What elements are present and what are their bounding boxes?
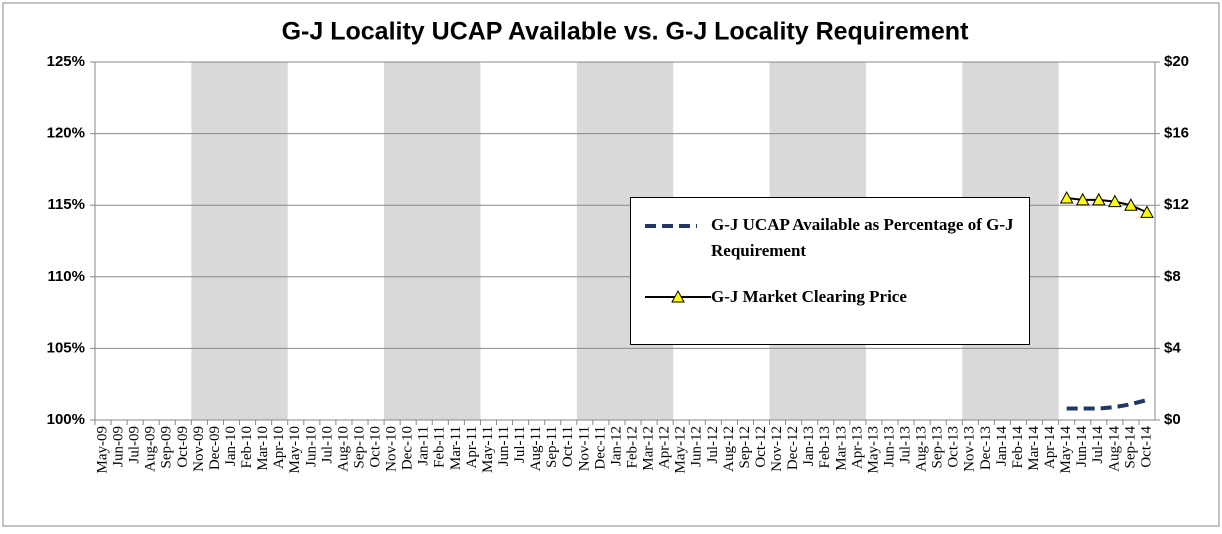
- x-tick-label: Jul-12: [705, 426, 721, 464]
- legend-label: G-J UCAP Available as Percentage of G-J …: [711, 215, 1014, 260]
- x-tick-label: Feb-11: [432, 426, 448, 468]
- x-tick-label: Nov-10: [384, 426, 400, 472]
- x-tick-label: Dec-10: [400, 426, 416, 470]
- x-tick-label: Jun-09: [111, 426, 127, 467]
- x-tick-label: Oct-09: [175, 426, 191, 468]
- x-tick-label: Jul-14: [1090, 426, 1106, 464]
- x-tick-label: Jul-13: [897, 426, 913, 464]
- x-tick-label: Nov-11: [576, 426, 592, 471]
- x-tick-label: Mar-14: [1026, 426, 1042, 471]
- x-tick-label: Mar-10: [255, 426, 271, 471]
- x-tick-label: May-10: [287, 426, 303, 474]
- y-tick-label: 110%: [47, 268, 85, 285]
- x-tick-label: May-14: [1058, 426, 1074, 474]
- x-tick-label: May-11: [480, 426, 496, 473]
- legend: G-J UCAP Available as Percentage of G-J …: [630, 197, 1030, 345]
- x-tick-label: Sep-12: [737, 426, 753, 469]
- y-tick-label: 100%: [47, 411, 85, 428]
- legend-key-marker: [671, 289, 685, 303]
- x-tick-label: Oct-12: [753, 426, 769, 468]
- x-tick-label: Sep-10: [351, 426, 367, 469]
- point-marker: [1091, 192, 1106, 206]
- x-tick-label: Jul-11: [512, 426, 528, 463]
- x-tick-label: May-12: [673, 426, 689, 474]
- x-tick-label: Dec-12: [785, 426, 801, 470]
- x-tick-label: Jun-13: [881, 426, 897, 467]
- x-tick-label: Sep-09: [159, 426, 175, 469]
- x-tick-label: Feb-12: [624, 426, 640, 469]
- x-tick-label: Feb-13: [817, 426, 833, 469]
- x-tick-label: Jan-13: [801, 426, 817, 466]
- x-tick-label: Nov-13: [962, 426, 978, 472]
- x-tick-label: Oct-11: [560, 426, 576, 467]
- series-line: [1066, 398, 1148, 411]
- x-tick-label: Apr-10: [271, 426, 287, 469]
- x-tick-label: Apr-13: [849, 426, 865, 469]
- point-marker: [1140, 205, 1154, 218]
- x-tick-label: Sep-11: [544, 426, 560, 468]
- y2-tick-label: $4: [1164, 339, 1181, 356]
- x-tick-label: Jun-12: [689, 426, 705, 467]
- x-tick-label: Aug-10: [335, 426, 351, 472]
- x-tick-label: Jul-10: [319, 426, 335, 464]
- x-tick-label: Jun-14: [1074, 426, 1090, 467]
- x-tick-label: Aug-12: [721, 426, 737, 472]
- x-tick-label: Apr-12: [657, 426, 673, 469]
- x-tick-label: Aug-13: [914, 426, 930, 472]
- x-tick-label: May-13: [865, 426, 881, 474]
- x-tick-label: Jul-09: [127, 426, 143, 464]
- x-tick-label: Jan-10: [223, 426, 239, 466]
- point-marker: [1075, 192, 1090, 206]
- x-tick-label: Jan-11: [416, 426, 432, 465]
- x-tick-label: Sep-13: [930, 426, 946, 469]
- y-tick-label: 105%: [47, 339, 85, 356]
- x-tick-label: Jun-10: [303, 426, 319, 467]
- legend-keys: [645, 224, 711, 303]
- x-tick-label: Mar-11: [448, 426, 464, 470]
- y2-tick-label: $20: [1164, 53, 1189, 70]
- x-tick-label: Aug-09: [143, 426, 159, 472]
- x-tick-label: Mar-12: [641, 426, 657, 471]
- x-tick-label: Apr-14: [1042, 426, 1058, 470]
- x-tick-label: Jun-11: [496, 426, 512, 466]
- x-tick-label: Dec-13: [978, 426, 994, 470]
- x-tick-label: Aug-14: [1106, 426, 1122, 472]
- y-tick-label: 120%: [47, 125, 85, 142]
- x-tick-label: Feb-10: [239, 426, 255, 469]
- y-tick-label: 115%: [47, 196, 85, 213]
- x-tick-label: Oct-14: [1138, 426, 1154, 468]
- x-tick-label: Dec-11: [592, 426, 608, 470]
- y2-tick-label: $8: [1164, 268, 1181, 285]
- legend-label: G-J Market Clearing Price: [711, 287, 907, 306]
- x-tick-label: Aug-11: [528, 426, 544, 471]
- point-marker: [1108, 194, 1122, 208]
- x-tick-label: Feb-14: [1010, 426, 1026, 469]
- x-tick-label: Apr-11: [464, 426, 480, 468]
- x-tick-label: Nov-12: [769, 426, 785, 472]
- x-tick-label: Nov-09: [191, 426, 207, 472]
- x-tick-label: Mar-13: [833, 426, 849, 471]
- shaded-band: [191, 62, 288, 420]
- y2-tick-label: $12: [1164, 196, 1189, 213]
- point-marker: [1059, 190, 1074, 204]
- shaded-band: [384, 62, 481, 420]
- x-tick-label: Jan-14: [994, 426, 1010, 466]
- x-tick-label: Oct-10: [367, 426, 383, 468]
- x-tick-label: Dec-09: [207, 426, 223, 470]
- y2-tick-label: $16: [1164, 125, 1189, 142]
- point-marker: [1124, 198, 1138, 211]
- y2-tick-label: $0: [1164, 411, 1181, 428]
- x-tick-label: May-09: [94, 426, 110, 474]
- chart-title: G-J Locality UCAP Available vs. G-J Loca…: [282, 18, 969, 46]
- y-tick-label: 125%: [47, 53, 85, 70]
- x-tick-label: Oct-13: [946, 426, 962, 468]
- x-tick-label: Jan-12: [608, 426, 624, 466]
- x-tick-label: Sep-14: [1122, 426, 1138, 469]
